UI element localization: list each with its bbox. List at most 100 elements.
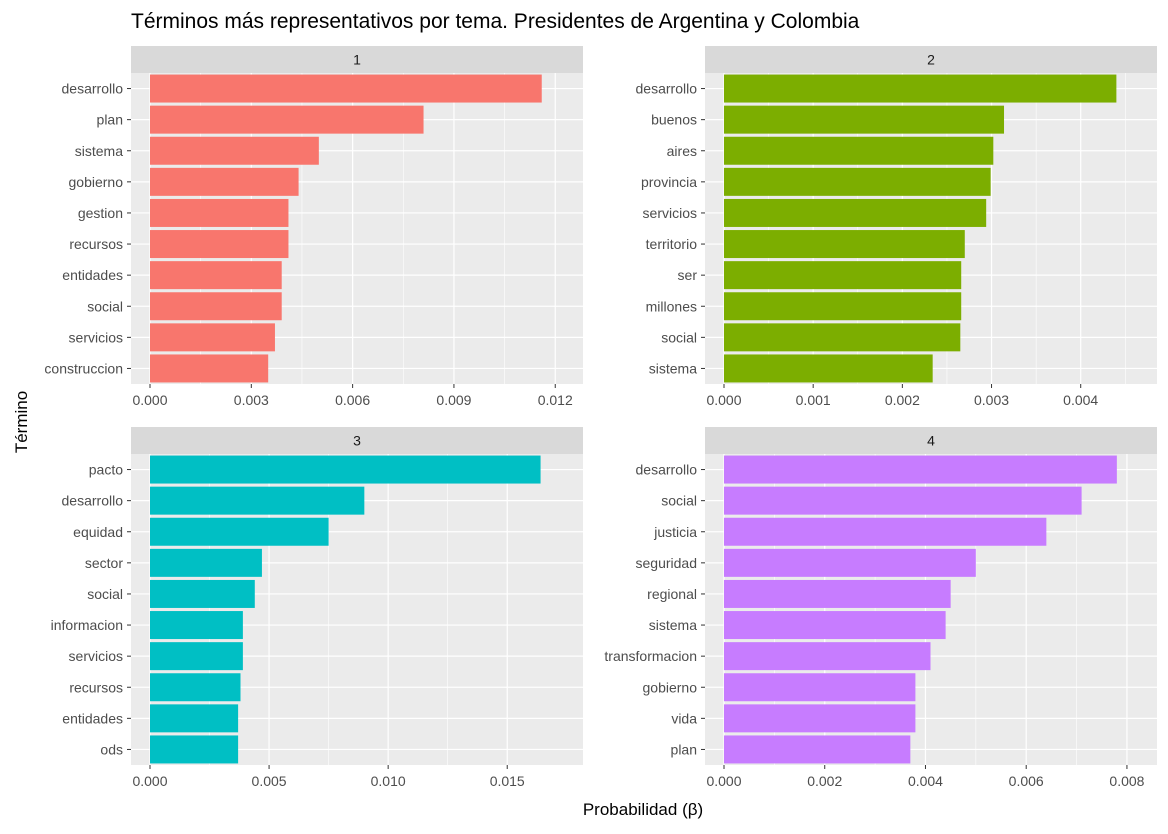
y-tick-label: social: [87, 298, 123, 314]
facet-panel-3: 3 0.000 0.005 0.010 0.015 pacto desarrollo equi…: [51, 427, 583, 789]
bar-gobierno: [724, 673, 916, 702]
bar-ods: [150, 735, 239, 764]
facet-panel-1: 1 0.000 0.003 0.006 0.009 0.012 desarrollo plan…: [44, 46, 583, 408]
y-tick-label: millones: [646, 298, 697, 314]
y-tick-label: recursos: [69, 679, 123, 695]
y-axis-title: Término: [12, 391, 31, 453]
bar-entidades: [150, 704, 239, 733]
bar-servicios: [724, 198, 987, 227]
y-tick-label: social: [661, 493, 697, 509]
x-tick-label: 0.008: [1109, 773, 1144, 789]
x-tick-label: 0.003: [974, 392, 1009, 408]
bar-recursos: [150, 230, 289, 259]
bar-transformacion: [724, 642, 931, 671]
y-tick-label: vida: [671, 710, 697, 726]
y-tick-label: territorio: [646, 236, 698, 252]
facet-strip-label: 2: [927, 52, 935, 68]
bar-equidad: [150, 517, 329, 546]
bar-ser: [724, 261, 962, 290]
bar-social: [724, 323, 961, 352]
y-tick-label: construccion: [44, 360, 123, 376]
bar-provincia: [724, 167, 991, 196]
x-tick-label: 0.001: [796, 392, 831, 408]
y-tick-label: gobierno: [69, 174, 124, 190]
bar-buenos: [724, 105, 1005, 134]
bar-informacion: [150, 611, 243, 640]
bar-servicios: [150, 323, 275, 352]
bar-regional: [724, 579, 951, 608]
y-tick-label: servicios: [69, 648, 123, 664]
y-tick-label: servicios: [643, 205, 697, 221]
y-tick-label: provincia: [641, 174, 697, 190]
bar-aires: [724, 136, 994, 165]
x-tick-label: 0.005: [252, 773, 287, 789]
facet-strip: [705, 46, 1157, 73]
bar-vida: [724, 704, 916, 733]
bar-sistema: [150, 136, 319, 165]
y-tick-label: ods: [100, 741, 123, 757]
facet-panel-4: 4 0.000 0.002 0.004 0.006 0.008 desarrollo soci…: [604, 427, 1157, 789]
x-tick-label: 0.010: [371, 773, 406, 789]
y-tick-label: pacto: [89, 462, 123, 478]
facet-strip: [705, 427, 1157, 454]
y-tick-label: entidades: [62, 267, 123, 283]
y-tick-label: entidades: [62, 710, 123, 726]
y-tick-label: sistema: [649, 360, 697, 376]
bar-plan: [150, 105, 424, 134]
facet-strip-label: 4: [927, 433, 935, 449]
bar-justicia: [724, 517, 1047, 546]
x-tick-label: 0.012: [538, 392, 573, 408]
bar-gobierno: [150, 167, 299, 196]
chart-title: Términos más representativos por tema. P…: [131, 10, 860, 33]
x-tick-label: 0.004: [1063, 392, 1098, 408]
y-tick-label: desarrollo: [636, 462, 698, 478]
y-tick-label: desarrollo: [62, 493, 124, 509]
facet-strip: [131, 46, 583, 73]
bar-desarrollo: [150, 486, 365, 515]
x-tick-label: 0.000: [132, 392, 167, 408]
x-tick-label: 0.003: [234, 392, 269, 408]
x-tick-label: 0.006: [1009, 773, 1044, 789]
x-tick-label: 0.002: [885, 392, 920, 408]
y-tick-label: ser: [678, 267, 698, 283]
y-tick-label: recursos: [69, 236, 123, 252]
y-tick-label: transformacion: [604, 648, 697, 664]
x-tick-label: 0.000: [706, 392, 741, 408]
bar-desarrollo: [724, 74, 1117, 103]
bar-territorio: [724, 230, 965, 259]
y-tick-label: desarrollo: [62, 81, 124, 97]
bar-gestion: [150, 198, 289, 227]
x-tick-label: 0.015: [490, 773, 525, 789]
facet-panels: 1 0.000 0.003 0.006 0.009 0.012 desarrollo plan…: [44, 46, 1157, 789]
y-tick-label: gestion: [78, 205, 123, 221]
bar-social: [150, 579, 255, 608]
bar-recursos: [150, 673, 241, 702]
y-tick-label: gobierno: [643, 679, 698, 695]
x-tick-label: 0.000: [706, 773, 741, 789]
y-tick-label: social: [87, 586, 123, 602]
y-tick-label: informacion: [51, 617, 123, 633]
facet-strip: [131, 427, 583, 454]
x-tick-label: 0.002: [807, 773, 842, 789]
y-tick-label: sistema: [649, 617, 697, 633]
bar-desarrollo: [724, 455, 1117, 484]
y-tick-label: social: [661, 329, 697, 345]
facet-strip-label: 3: [353, 433, 361, 449]
bar-seguridad: [724, 548, 976, 577]
y-tick-label: sector: [85, 555, 123, 571]
y-tick-label: regional: [647, 586, 697, 602]
facet-panel-2: 2 0.000 0.001 0.002 0.003 0.004 desarrollo buen…: [636, 46, 1157, 408]
x-tick-label: 0.004: [908, 773, 943, 789]
x-tick-label: 0.006: [335, 392, 370, 408]
y-tick-label: aires: [667, 143, 697, 159]
y-tick-label: sistema: [75, 143, 123, 159]
bar-sistema: [724, 611, 946, 640]
y-tick-label: seguridad: [636, 555, 698, 571]
bar-desarrollo: [150, 74, 542, 103]
y-tick-label: justicia: [653, 524, 697, 540]
bar-sector: [150, 548, 262, 577]
bar-social: [150, 292, 282, 321]
bar-sistema: [724, 354, 933, 383]
